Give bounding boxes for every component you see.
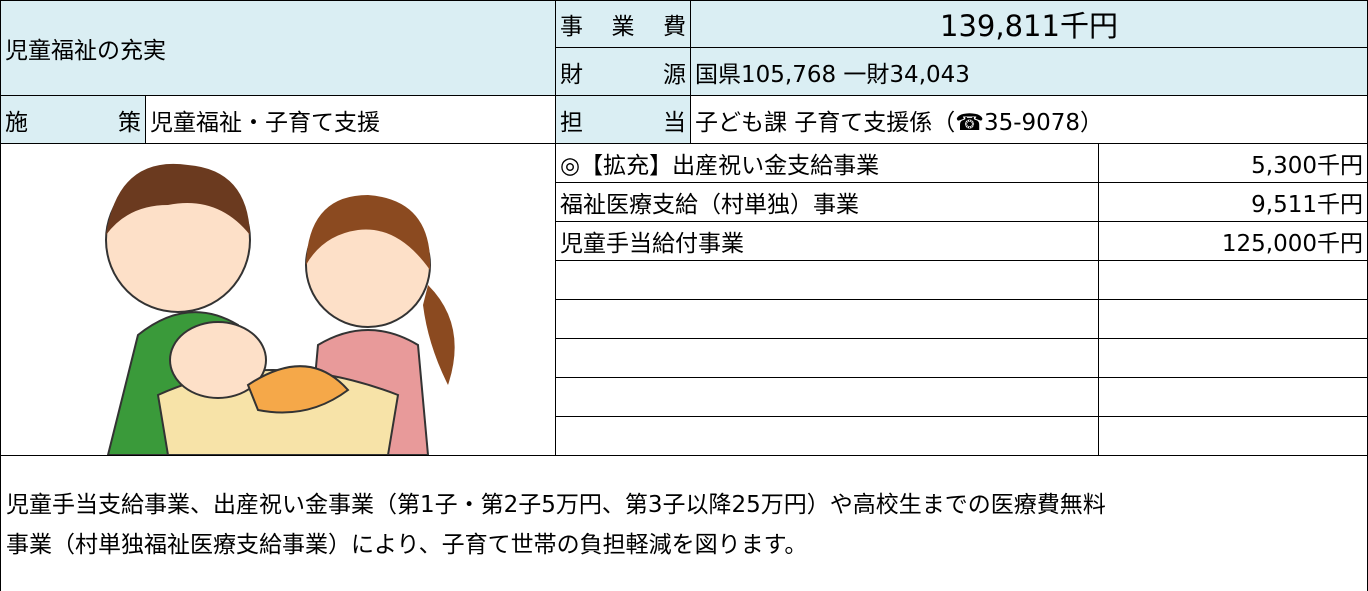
project-name-cell: 児童手当給付事業	[555, 221, 1099, 261]
title-cell: 児童福祉の充実	[0, 0, 556, 96]
project-amount-cell	[1098, 416, 1368, 456]
cost-label-cell: 事業費	[555, 0, 691, 48]
project-amount-cell: 125,000千円	[1098, 221, 1368, 261]
cost: 139,811千円	[940, 9, 1118, 43]
cost-label: 事業費	[560, 14, 686, 40]
image-cell	[0, 143, 556, 456]
funding-cell: 国県105,768 一財34,043	[690, 47, 1368, 96]
project-name-cell	[555, 377, 1099, 417]
cost-cell: 139,811千円	[690, 0, 1368, 48]
project-name-cell-text: 福祉医療支給（村単独）事業	[560, 192, 859, 218]
charge-label: 担当	[560, 109, 686, 136]
title: 児童福祉の充実	[5, 38, 166, 64]
family-illustration	[105, 163, 455, 455]
description-line: 事業（村単独福祉医療支給事業）により、子育て世帯の負担軽減を図ります。	[6, 532, 808, 558]
project-name-cell-text: 児童手当給付事業	[560, 231, 744, 257]
policy-label-cell: 施策	[0, 95, 146, 144]
charge-cell: 子ども課 子育て支援係（☎35-9078）	[690, 95, 1368, 144]
project-name-cell-text: ◎【拡充】出産祝い金支給事業	[560, 153, 880, 179]
policy-label: 施策	[5, 109, 141, 136]
project-amount-cell	[1098, 299, 1368, 339]
project-name-cell	[555, 416, 1099, 456]
project-amount-cell-text: 5,300千円	[1251, 153, 1363, 179]
funding-label-cell: 財源	[555, 47, 691, 96]
project-name-cell: 福祉医療支給（村単独）事業	[555, 182, 1099, 222]
project-amount-cell: 9,511千円	[1098, 182, 1368, 222]
funding: 国県105,768 一財34,043	[695, 61, 970, 88]
description-line: 児童手当支給事業、出産祝い金事業（第1子・第2子5万円、第3子以降25万円）や高…	[6, 492, 1106, 518]
charge-label-cell: 担当	[555, 95, 691, 144]
description-cell	[0, 455, 1368, 591]
project-amount-cell	[1098, 260, 1368, 300]
project-name-cell	[555, 338, 1099, 378]
project-amount-cell: 5,300千円	[1098, 143, 1368, 183]
project-amount-cell-text: 125,000千円	[1221, 231, 1363, 257]
project-name-cell	[555, 299, 1099, 339]
project-amount-cell	[1098, 338, 1368, 378]
policy: 児童福祉・子育て支援	[150, 109, 380, 136]
policy-cell: 児童福祉・子育て支援	[145, 95, 556, 144]
project-amount-cell-text: 9,511千円	[1251, 192, 1363, 218]
charge: 子ども課 子育て支援係（☎35-9078）	[695, 109, 1104, 136]
funding-label: 財源	[560, 61, 686, 88]
project-name-cell	[555, 260, 1099, 300]
project-amount-cell	[1098, 377, 1368, 417]
project-name-cell: ◎【拡充】出産祝い金支給事業	[555, 143, 1099, 183]
